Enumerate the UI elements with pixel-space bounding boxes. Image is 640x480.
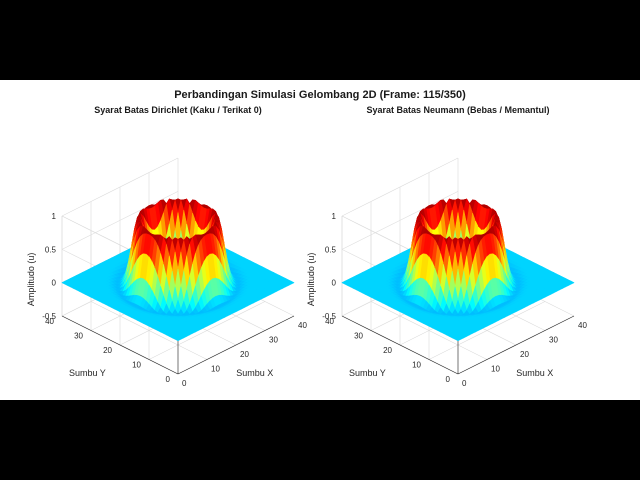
y-tick-label: 0	[446, 375, 451, 384]
y-tick-label: 30	[74, 332, 83, 341]
plot-title: Syarat Batas Dirichlet (Kaku / Terikat 0…	[94, 105, 261, 115]
z-tick-label: 1	[332, 212, 337, 221]
x-axis-line	[177, 315, 295, 375]
y-tick-label: 40	[325, 317, 334, 326]
z-axis-label: Amplitudo (u)	[306, 253, 316, 307]
surface	[61, 198, 295, 342]
y-axis-label: Sumbu Y	[69, 368, 106, 378]
y-tick-label: 20	[103, 346, 112, 355]
y-tick-label: 10	[132, 361, 141, 370]
plot-neumann: Syarat Batas Neumann (Bebas / Memantul)-…	[306, 105, 587, 388]
z-axis-label: Amplitudo (u)	[26, 253, 36, 307]
y-tick-label: 10	[412, 361, 421, 370]
x-tick-label: 40	[298, 321, 307, 330]
x-tick-label: 10	[211, 365, 220, 374]
plot-title: Syarat Batas Neumann (Bebas / Memantul)	[366, 105, 549, 115]
z-tick-label: 0.5	[45, 245, 57, 254]
x-tick-label: 30	[549, 336, 558, 345]
x-axis-label: Sumbu X	[516, 368, 553, 378]
y-tick-label: 20	[383, 346, 392, 355]
z-tick-label: 0.5	[325, 245, 337, 254]
z-tick-label: 1	[52, 212, 57, 221]
x-axis-label: Sumbu X	[236, 368, 273, 378]
x-tick-label: 10	[491, 365, 500, 374]
grid-line	[148, 301, 266, 360]
plot-dirichlet: Syarat Batas Dirichlet (Kaku / Terikat 0…	[26, 105, 307, 388]
y-axis-label: Sumbu Y	[349, 368, 386, 378]
z-tick-label: 0	[52, 279, 57, 288]
y-tick-label: 30	[354, 332, 363, 341]
x-tick-label: 20	[240, 350, 249, 359]
figure-canvas: Perbandingan Simulasi Gelombang 2D (Fram…	[0, 80, 640, 400]
x-tick-label: 30	[269, 336, 278, 345]
x-tick-label: 0	[182, 379, 187, 388]
z-tick-label: 0	[332, 279, 337, 288]
x-tick-label: 20	[520, 350, 529, 359]
surface	[341, 198, 575, 342]
x-tick-label: 40	[578, 321, 587, 330]
y-tick-label: 40	[45, 317, 54, 326]
y-axis-line	[61, 315, 179, 375]
figure-title: Perbandingan Simulasi Gelombang 2D (Fram…	[174, 89, 466, 101]
x-tick-label: 0	[462, 379, 467, 388]
y-tick-label: 0	[166, 375, 171, 384]
